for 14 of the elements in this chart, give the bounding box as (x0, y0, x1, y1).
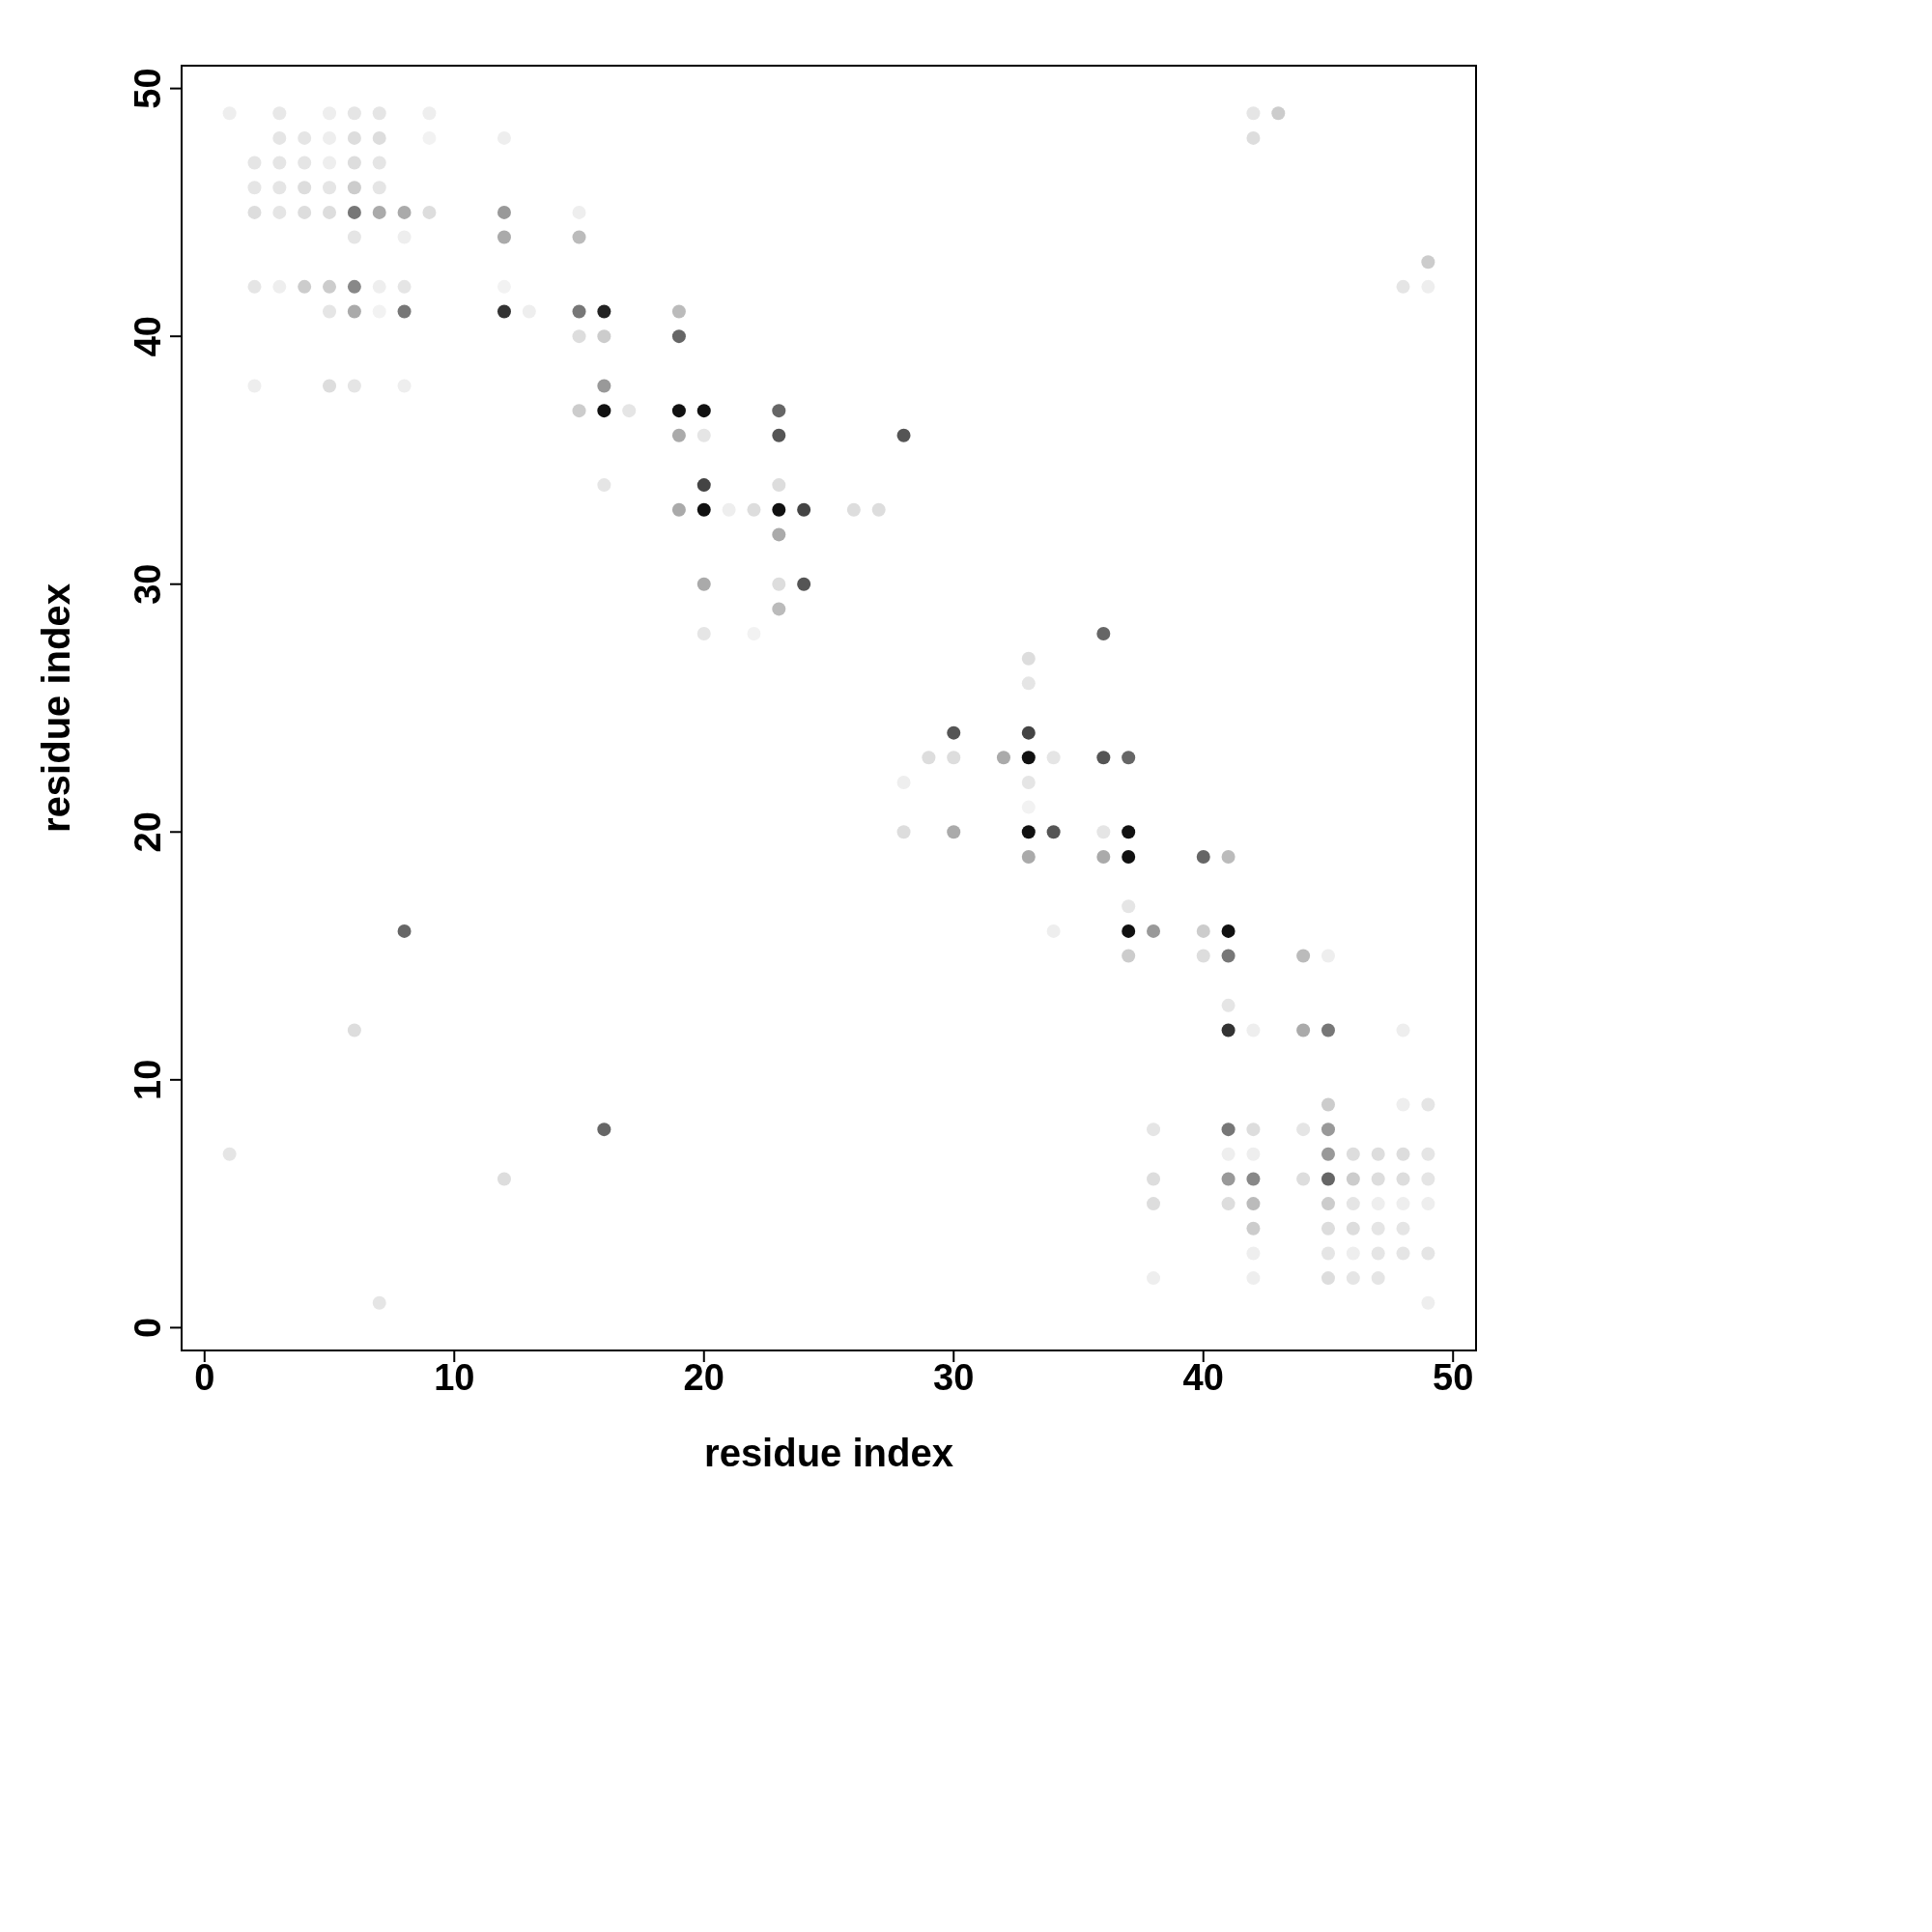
y-tick-label: 0 (128, 1317, 168, 1338)
x-tick-label: 30 (933, 1356, 975, 1398)
x-tick-label: 20 (683, 1356, 724, 1398)
x-tick-label: 10 (434, 1356, 475, 1398)
y-tick-label: 10 (128, 1059, 168, 1100)
y-axis-title: residue index (35, 583, 78, 833)
x-axis-title: residue index (704, 1432, 953, 1474)
y-tick-label: 40 (128, 316, 168, 357)
x-tick-label: 0 (194, 1356, 215, 1398)
y-tick-label: 30 (128, 563, 168, 605)
y-tick-label: 20 (128, 811, 168, 853)
x-tick-label: 50 (1433, 1356, 1474, 1398)
y-tick-label: 50 (128, 68, 168, 109)
x-tick-label: 40 (1182, 1356, 1224, 1398)
